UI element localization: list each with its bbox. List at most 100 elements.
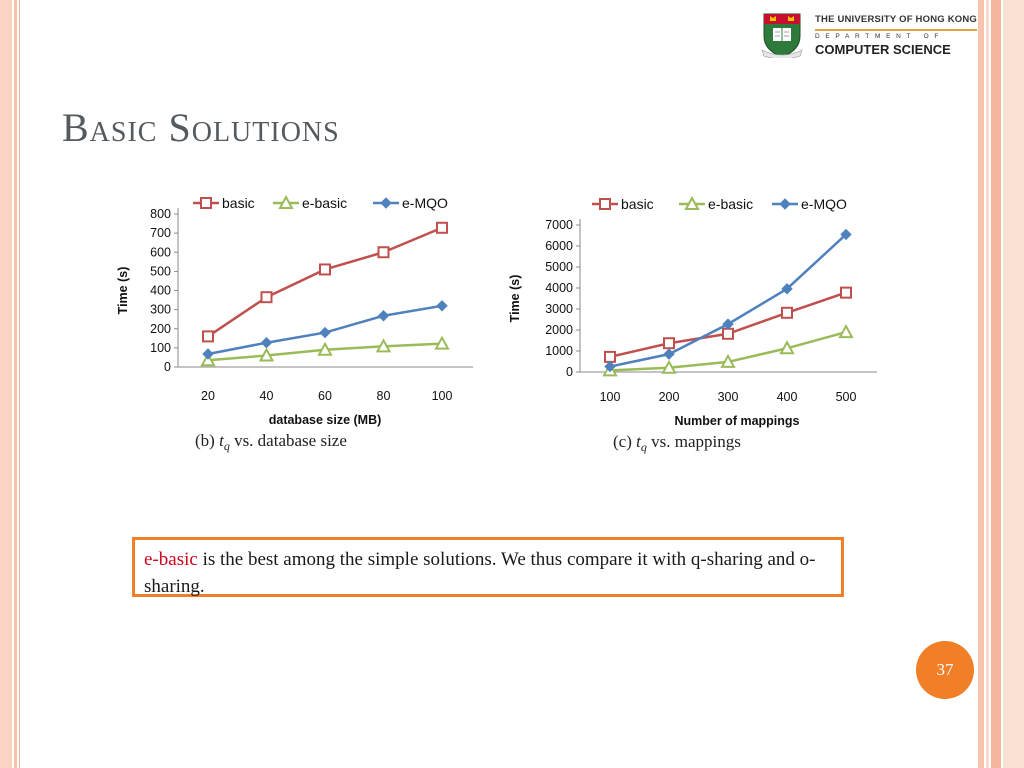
right-border-stripe [1003,0,1024,768]
caption-part: vs. database size [230,431,347,450]
x-axis-label: Number of mappings [674,414,799,428]
x-tick-label: 500 [836,390,857,404]
data-point-e-MQO [319,326,331,339]
left-border-stripe [19,0,20,768]
x-tick-label: 80 [377,389,391,403]
university-logo: THE UNIVERSITY OF HONG KONG DEPARTMENT O… [760,10,977,60]
data-point-basic [663,337,675,350]
y-tick-label: 100 [150,341,171,355]
data-point-basic [202,330,214,343]
right-border-stripe [978,0,984,768]
y-tick-label: 800 [150,207,171,221]
page-number-badge: 37 [916,641,974,699]
y-tick-label: 5000 [545,260,573,274]
caption-part: (b) [195,431,219,450]
legend-marker [278,194,294,209]
x-tick-label: 300 [718,390,739,404]
data-point-basic [319,263,331,276]
data-point-e-basic [434,335,450,350]
data-point-e-basic [720,353,736,368]
y-tick-label: 0 [566,365,573,379]
legend-label: e-MQO [801,196,847,212]
legend-marker [779,198,791,210]
left-border-stripe [14,0,17,768]
chart-caption: (b) tq vs. database size [195,431,347,453]
x-tick-label: 40 [260,389,274,403]
y-tick-label: 0 [164,360,171,374]
university-name: THE UNIVERSITY OF HONG KONG [815,14,977,25]
data-point-basic [377,246,390,259]
y-tick-label: 400 [150,284,171,298]
y-tick-label: 500 [150,264,171,278]
y-axis-label: Time (s) [116,267,130,315]
y-tick-label: 3000 [545,302,573,316]
data-point-e-MQO [663,348,675,360]
callout-text: is the best among the simple solutions. … [144,549,816,597]
series-line-e-MQO [609,233,847,368]
data-point-e-basic [317,341,333,356]
data-point-e-MQO [781,283,793,295]
x-tick-label: 200 [659,390,680,404]
caption-part: t [636,432,642,451]
caption-part: q [641,440,647,454]
x-axis-label: database size (MB) [269,413,382,427]
data-point-e-MQO [377,310,390,322]
legend-marker [380,197,392,209]
y-tick-label: 300 [150,303,171,317]
right-border-stripe [991,0,1001,768]
x-tick-label: 20 [201,389,215,403]
data-point-e-MQO [604,360,616,373]
y-axis-label: Time (s) [508,275,522,323]
department-name: COMPUTER SCIENCE [815,42,951,57]
slide-title: Basic Solutions [62,105,340,150]
data-point-e-MQO [436,300,448,312]
x-tick-label: 60 [318,389,332,403]
data-point-e-basic [838,324,854,339]
x-tick-label: 400 [777,390,798,404]
data-point-basic [260,291,273,304]
data-point-e-basic [200,352,216,367]
data-point-e-MQO [840,228,852,241]
chart-tq-vs-mappings: basic e-basic e-MQO 0 1000 2000 3000 4000 5000 60… [508,195,877,454]
legend-label: e-basic [708,196,753,212]
left-border-stripe [0,0,12,768]
x-tick-label: 100 [432,389,453,403]
caption-part: t [219,431,225,450]
x-tick-label: 100 [600,390,621,404]
legend-label: basic [621,196,654,212]
data-point-e-basic [258,347,275,362]
data-point-e-MQO [202,348,214,360]
department-label: DEPARTMENT OF [815,33,944,40]
conclusion-callout: e-basic is the best among the simple sol… [132,537,844,597]
data-point-e-MQO [722,318,734,330]
logo-divider [815,29,977,31]
y-tick-label: 1000 [545,344,573,358]
data-point-e-basic [375,338,392,353]
data-point-e-basic [661,359,677,374]
data-point-basic [436,221,448,234]
legend-label: e-MQO [402,195,448,211]
legend-marker [200,197,212,209]
series-line-basic [207,226,443,338]
chart-caption: (c) tq vs. mappings [613,432,741,454]
callout-highlight: e-basic [144,549,198,570]
y-tick-label: 700 [150,226,171,240]
y-tick-label: 200 [150,322,171,336]
data-point-basic [781,306,793,319]
caption-part: vs. mappings [647,432,741,451]
legend-marker [684,195,700,210]
data-point-basic [840,286,852,299]
hku-crest-icon [761,13,803,58]
y-tick-label: 6000 [545,239,573,253]
y-tick-label: 2000 [545,323,573,337]
y-tick-label: 4000 [545,281,573,295]
data-point-e-MQO [260,337,273,349]
caption-part: (c) [613,432,636,451]
caption-part: q [224,439,230,453]
y-tick-label: 600 [150,245,171,259]
data-point-basic [722,327,734,340]
right-border-stripe [986,0,989,768]
data-point-basic [604,350,616,363]
chart-tq-vs-database-size: basic e-basic e-MQO 0 100 200 300 400 500 600 700 8… [116,194,473,453]
legend-label: e-basic [302,195,347,211]
